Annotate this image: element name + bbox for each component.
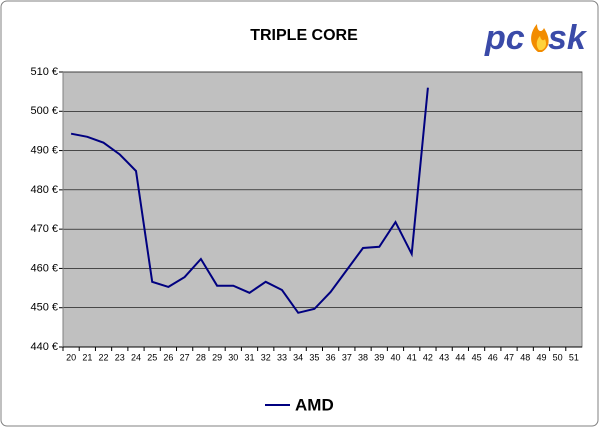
y-tick-label: 500 € <box>30 105 58 117</box>
x-tick-label: 49 <box>536 352 546 362</box>
x-tick-label: 31 <box>245 352 255 362</box>
x-tick-label: 37 <box>342 352 352 362</box>
x-tick-label: 43 <box>439 352 449 362</box>
x-tick-label: 46 <box>488 352 498 362</box>
x-tick-label: 48 <box>520 352 530 362</box>
y-tick-label: 440 € <box>30 341 58 353</box>
logo-text: sk <box>548 19 588 57</box>
x-tick-label: 41 <box>407 352 417 362</box>
logo-text: pc <box>484 19 525 57</box>
y-tick-label: 490 € <box>30 144 58 156</box>
x-tick-label: 21 <box>82 352 92 362</box>
y-tick-label: 510 € <box>30 66 58 78</box>
x-tick-label: 39 <box>374 352 384 362</box>
y-tick-label: 460 € <box>30 262 58 274</box>
x-tick-label: 33 <box>277 352 287 362</box>
x-tick-label: 26 <box>163 352 173 362</box>
x-tick-label: 20 <box>66 352 76 362</box>
x-tick-label: 27 <box>180 352 190 362</box>
x-tick-label: 24 <box>131 352 141 362</box>
legend-label: AMD <box>295 395 334 414</box>
logo: pc sk <box>484 19 588 57</box>
x-tick-label: 23 <box>115 352 125 362</box>
x-tick-label: 34 <box>293 352 303 362</box>
x-tick-label: 22 <box>99 352 109 362</box>
x-tick-label: 38 <box>358 352 368 362</box>
data-line <box>70 87 429 314</box>
x-tick-label: 50 <box>553 352 563 362</box>
logo-flame-inner <box>536 36 546 50</box>
x-tick-label: 36 <box>326 352 336 362</box>
x-tick-label: 51 <box>569 352 579 362</box>
x-tick-label: 47 <box>504 352 514 362</box>
x-tick-label: 25 <box>147 352 157 362</box>
x-tick-label: 35 <box>309 352 319 362</box>
x-tick-label: 45 <box>472 352 482 362</box>
x-tick-label: 29 <box>212 352 222 362</box>
x-tick-label: 40 <box>390 352 400 362</box>
x-tick-label: 28 <box>196 352 206 362</box>
x-tick-label: 42 <box>423 352 433 362</box>
x-tick-label: 44 <box>455 352 465 362</box>
y-tick-label: 450 € <box>30 302 58 314</box>
y-tick-label: 470 € <box>30 223 58 235</box>
x-tick-label: 32 <box>261 352 271 362</box>
x-tick-label: 30 <box>228 352 238 362</box>
y-tick-label: 480 € <box>30 184 58 196</box>
chart-title: TRIPLE CORE <box>250 27 358 44</box>
